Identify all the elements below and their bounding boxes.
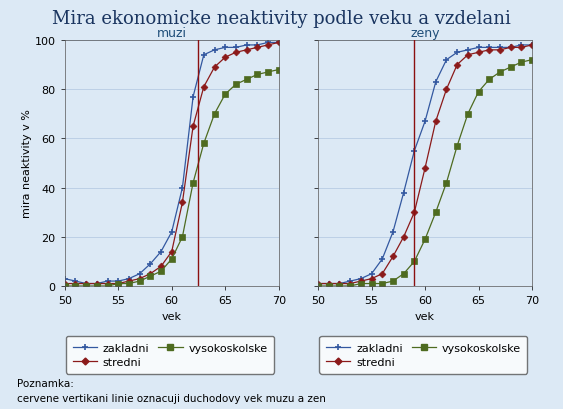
Text: cervene vertikani linie oznacuji duchodovy vek muzu a zen: cervene vertikani linie oznacuji duchodo… [17,393,326,402]
Title: muzi: muzi [157,27,187,40]
Text: Mira ekonomicke neaktivity podle veku a vzdelani: Mira ekonomicke neaktivity podle veku a … [52,10,511,28]
Y-axis label: mira neaktivity v %: mira neaktivity v % [22,109,32,218]
Title: zeny: zeny [410,27,440,40]
X-axis label: vek: vek [415,311,435,321]
Legend: zakladni, stredni, vysokoskolske: zakladni, stredni, vysokoskolske [66,336,274,374]
X-axis label: vek: vek [162,311,182,321]
Text: Poznamka:: Poznamka: [17,378,74,388]
Legend: zakladni, stredni, vysokoskolske: zakladni, stredni, vysokoskolske [319,336,528,374]
